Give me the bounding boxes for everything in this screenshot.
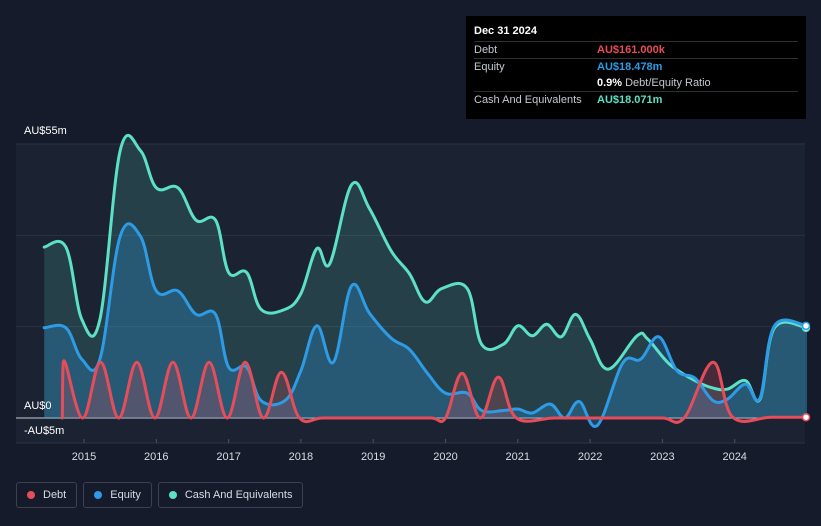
- x-tick-label: 2021: [506, 451, 530, 463]
- tooltip-debt-value: AU$161.000k: [597, 44, 665, 56]
- tooltip-equity-row: Equity AU$18.478m: [474, 58, 798, 75]
- chart-legend: Debt Equity Cash And Equivalents: [16, 482, 304, 508]
- line-debt: [60, 359, 809, 424]
- data-tooltip: Dec 31 2024 Debt AU$161.000k Equity AU$1…: [466, 16, 806, 119]
- series-lines: [42, 134, 809, 429]
- line-equity: [42, 222, 809, 429]
- end-marker-equity: [801, 321, 811, 331]
- tooltip-ratio-value: 0.9%: [597, 77, 623, 89]
- x-tick-label: 2017: [216, 451, 240, 463]
- legend-equity-label: Equity: [110, 489, 141, 501]
- x-tick-label: 2022: [578, 451, 602, 463]
- x-tick-label: 2024: [722, 451, 746, 463]
- tooltip-ratio-spacer: [474, 75, 597, 91]
- legend-equity-dot: [94, 491, 103, 499]
- legend-equity[interactable]: Equity: [83, 482, 152, 508]
- x-tick-label: 2020: [433, 451, 457, 463]
- x-tick-label: 2023: [650, 451, 674, 463]
- tooltip-cash-row: Cash And Equivalents AU$18.071m: [474, 91, 798, 108]
- x-tick-label: 2016: [144, 451, 168, 463]
- tooltip-debt-row: Debt AU$161.000k: [474, 41, 798, 58]
- tooltip-ratio-row: 0.9% Debt/Equity Ratio: [474, 75, 798, 91]
- tooltip-ratio-label: Debt/Equity Ratio: [625, 77, 711, 89]
- y-tick-label: AU$0: [24, 400, 52, 412]
- series-areas: [44, 135, 808, 427]
- area-debt: [62, 360, 808, 423]
- line-cash: [42, 134, 809, 403]
- y-tick-label: -AU$5m: [24, 425, 64, 437]
- tooltip-debt-label: Debt: [474, 44, 498, 56]
- tooltip-equity-label: Equity: [474, 61, 505, 73]
- tooltip-cash-label: Cash And Equivalents: [474, 94, 582, 106]
- legend-cash-label: Cash And Equivalents: [184, 489, 293, 501]
- end-marker-debt: [801, 412, 811, 422]
- legend-cash[interactable]: Cash And Equivalents: [157, 482, 304, 508]
- legend-debt-label: Debt: [43, 489, 67, 501]
- legend-debt-dot: [27, 491, 35, 499]
- tooltip-date: Dec 31 2024: [474, 25, 537, 37]
- tooltip-equity-value: AU$18.478m: [597, 61, 663, 73]
- legend-debt[interactable]: Debt: [16, 482, 78, 508]
- end-markers: [801, 321, 811, 422]
- axis-labels: AU$55m AU$0 -AU$5m 2015 2016 2017 2018 2019 2020…: [24, 125, 747, 463]
- area-equity: [44, 223, 807, 427]
- x-tick-label: 2015: [72, 451, 96, 463]
- y-tick-label: AU$55m: [24, 125, 67, 137]
- legend-cash-dot: [168, 491, 177, 499]
- tooltip-cash-value: AU$18.071m: [597, 94, 663, 106]
- area-cash: [44, 135, 807, 418]
- x-tick-label: 2019: [361, 451, 385, 463]
- x-tick-label: 2018: [289, 451, 313, 463]
